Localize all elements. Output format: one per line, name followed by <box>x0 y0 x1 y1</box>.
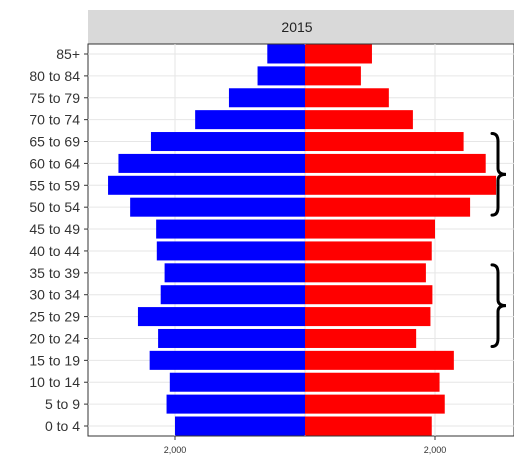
category-label: 20 to 24 <box>29 330 80 346</box>
annotations <box>490 132 507 348</box>
bar-right-45-to-49 <box>305 219 435 239</box>
bar-right-40-to-44 <box>305 241 432 261</box>
category-labels: 0 to 4 5 to 9 10 to 14 15 to 19 20 to 24 25 t… <box>29 46 88 434</box>
brace-annotation-2 <box>490 263 507 348</box>
bar-left-55-to-59 <box>108 175 305 195</box>
category-label: 60 to 64 <box>29 155 80 171</box>
category-label: 30 to 34 <box>29 287 80 303</box>
bar-right-20-to-24 <box>305 328 417 348</box>
bar-right-70-to-74 <box>305 110 413 130</box>
bar-right-80-to-84 <box>305 66 361 86</box>
category-label: 25 to 29 <box>29 309 80 325</box>
category-label: 10 to 14 <box>29 374 80 390</box>
bar-left-40-to-44 <box>156 241 305 261</box>
bar-right-15-to-19 <box>305 350 454 370</box>
category-label: 85+ <box>56 46 80 62</box>
category-label: 5 to 9 <box>45 396 80 412</box>
x-tick-label: 2,000 <box>164 445 187 455</box>
plot-panel <box>87 43 514 437</box>
category-label: 40 to 44 <box>29 243 80 259</box>
bar-left-25-to-29 <box>137 307 305 327</box>
bar-right-30-to-34 <box>305 285 433 305</box>
bar-right-10-to-14 <box>305 372 440 392</box>
category-label: 70 to 74 <box>29 112 80 128</box>
category-label: 75 to 79 <box>29 90 80 106</box>
category-label: 35 to 39 <box>29 265 80 281</box>
category-label: 15 to 19 <box>29 352 80 368</box>
bar-right-65-to-69 <box>305 132 464 152</box>
bar-left-75-to-79 <box>228 88 305 108</box>
bar-right-85plus <box>305 44 372 64</box>
brace-annotation-1 <box>490 132 507 217</box>
bar-right-25-to-29 <box>305 307 431 327</box>
bar-left-45-to-49 <box>156 219 305 239</box>
bar-left-0-to-4 <box>175 416 305 436</box>
bar-right-0-to-4 <box>305 416 432 436</box>
category-label: 65 to 69 <box>29 134 80 150</box>
bar-left-5-to-9 <box>166 394 305 414</box>
bar-left-20-to-24 <box>158 328 305 348</box>
category-label: 0 to 4 <box>45 418 80 434</box>
category-label: 80 to 84 <box>29 68 80 84</box>
bar-left-85plus <box>267 44 305 64</box>
bar-right-75-to-79 <box>305 88 389 108</box>
category-label: 55 to 59 <box>29 177 80 193</box>
bar-left-50-to-54 <box>130 197 305 217</box>
x-tick-label: 2,000 <box>424 445 447 455</box>
x-axis-ticks: 2,000 2,000 <box>164 436 447 455</box>
bar-left-65-to-69 <box>150 132 305 152</box>
category-label: 50 to 54 <box>29 199 80 215</box>
bar-right-35-to-39 <box>305 263 426 283</box>
facet-strip <box>88 10 514 44</box>
bar-left-35-to-39 <box>164 263 305 283</box>
bar-right-55-to-59 <box>305 175 497 195</box>
bar-right-50-to-54 <box>305 197 471 217</box>
bar-left-30-to-34 <box>160 285 305 305</box>
bar-left-60-to-64 <box>118 153 305 173</box>
bar-right-5-to-9 <box>305 394 445 414</box>
bars <box>108 44 497 436</box>
bar-left-80-to-84 <box>257 66 305 86</box>
bar-left-70-to-74 <box>195 110 305 130</box>
facet-title: 2015 <box>281 19 312 35</box>
category-label: 45 to 49 <box>29 221 80 237</box>
bar-left-15-to-19 <box>149 350 305 370</box>
bar-right-60-to-64 <box>305 153 486 173</box>
bar-left-10-to-14 <box>169 372 305 392</box>
